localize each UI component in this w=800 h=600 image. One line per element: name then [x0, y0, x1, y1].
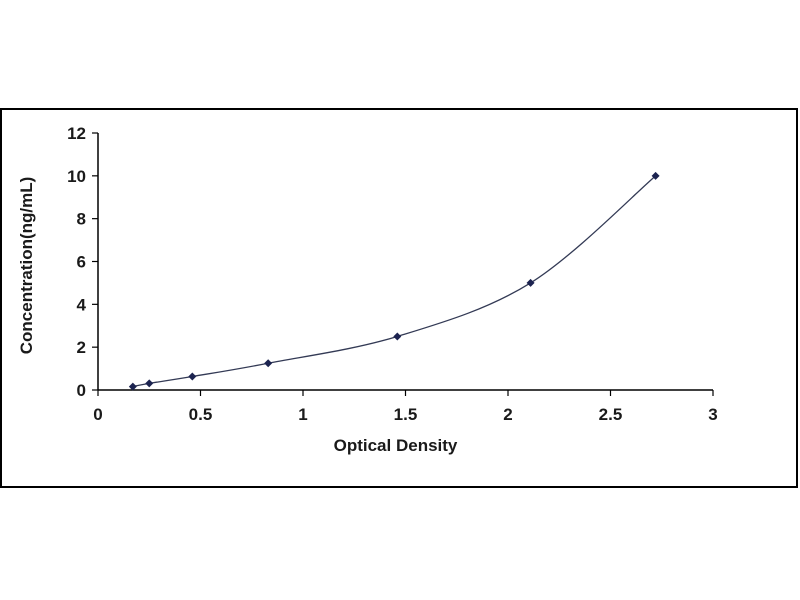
data-point [128, 382, 137, 391]
y-tick-label: 12 [67, 124, 86, 143]
chart-frame: 0 0.5 1 1.5 2 2.5 3 0 2 4 6 8 10 12 Optical Density … [0, 108, 798, 488]
y-tick-label: 8 [77, 210, 86, 229]
y-tick-label: 6 [77, 253, 86, 272]
y-tick-label: 10 [67, 167, 86, 186]
y-axis-title: Concentration(ng/mL) [17, 177, 36, 355]
data-point [651, 171, 660, 180]
x-axis-ticks: 0 0.5 1 1.5 2 2.5 3 [93, 390, 718, 424]
data-point [145, 379, 154, 388]
x-tick-label: 1.5 [394, 405, 418, 424]
x-tick-label: 1 [298, 405, 307, 424]
y-tick-label: 0 [77, 381, 86, 400]
x-tick-label: 2 [503, 405, 512, 424]
x-tick-label: 0 [93, 405, 102, 424]
x-tick-label: 3 [708, 405, 717, 424]
data-point [393, 332, 402, 341]
y-axis-ticks: 0 2 4 6 8 10 12 [67, 124, 98, 400]
x-tick-label: 0.5 [189, 405, 213, 424]
axes [97, 133, 713, 391]
data-point [264, 359, 273, 368]
x-tick-label: 2.5 [599, 405, 623, 424]
data-point [526, 278, 535, 287]
data-point [188, 372, 197, 381]
data-points [128, 171, 660, 391]
y-tick-label: 2 [77, 338, 86, 357]
x-axis-title: Optical Density [334, 436, 458, 455]
y-tick-label: 4 [77, 295, 87, 314]
fit-curve [132, 175, 657, 388]
